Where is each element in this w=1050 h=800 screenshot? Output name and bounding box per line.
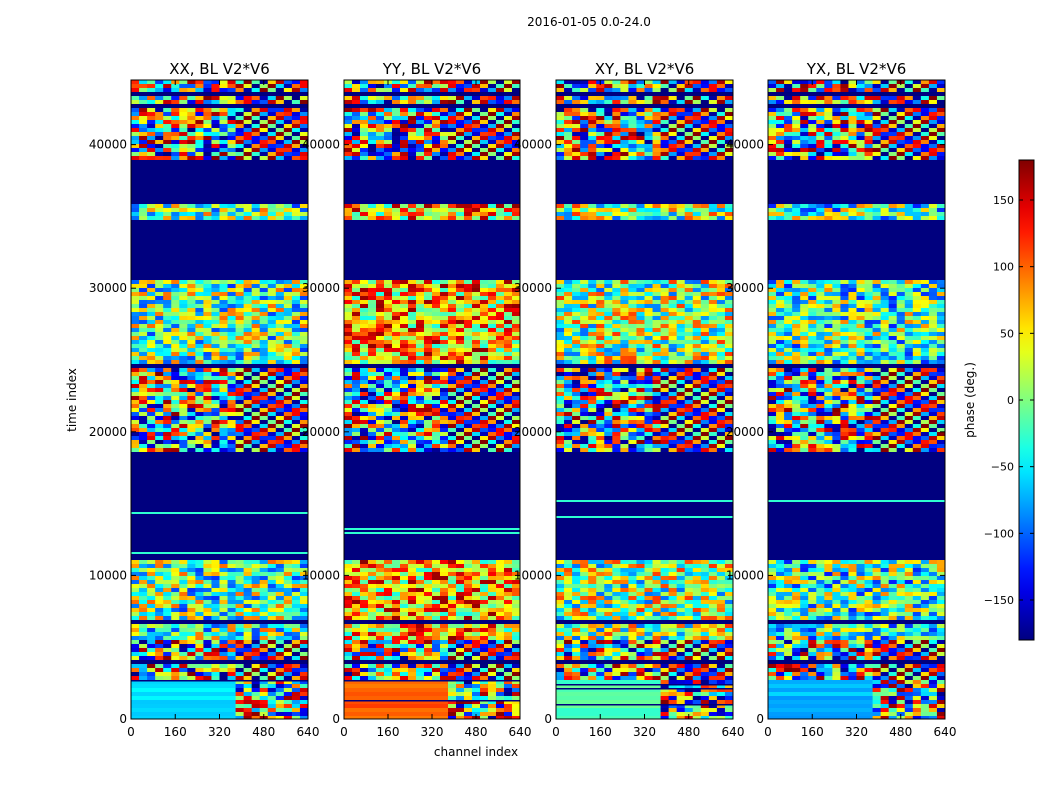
chart-suptitle: 2016-01-05 0.0-24.0	[527, 15, 651, 29]
y-tick-label: 0	[756, 712, 764, 726]
y-tick-label: 0	[332, 712, 340, 726]
x-tick-label: 480	[677, 725, 700, 739]
y-tick-label: 0	[544, 712, 552, 726]
x-tick-label: 480	[252, 725, 275, 739]
x-tick-label: 320	[633, 725, 656, 739]
y-tick-label: 10000	[302, 568, 340, 582]
panel-title-yx: YX, BL V2*V6	[806, 60, 907, 78]
colorbar-tick-label: −50	[991, 461, 1014, 474]
y-tick-label: 30000	[89, 281, 127, 295]
colorbar-tick-label: −100	[984, 527, 1014, 540]
y-tick-label: 40000	[89, 138, 127, 152]
y-tick-label: 20000	[514, 425, 552, 439]
phase-image-xy	[556, 80, 733, 719]
y-tick-label: 20000	[726, 425, 764, 439]
y-tick-label: 30000	[514, 281, 552, 295]
y-tick-label: 10000	[726, 568, 764, 582]
y-tick-label: 30000	[302, 281, 340, 295]
y-tick-label: 30000	[726, 281, 764, 295]
y-tick-label: 10000	[89, 568, 127, 582]
phase-image-yy	[344, 80, 520, 719]
phase-image-yx	[768, 80, 945, 719]
y-tick-label: 40000	[514, 138, 552, 152]
x-tick-label: 160	[801, 725, 824, 739]
x-tick-label: 320	[208, 725, 231, 739]
y-axis-label: time index	[65, 368, 79, 432]
x-axis-label: channel index	[434, 745, 518, 759]
x-tick-label: 0	[340, 725, 348, 739]
x-tick-label: 0	[764, 725, 772, 739]
colorbar: −150 −100 −50 0 50 100 150	[984, 159, 1035, 641]
panel-title-xx: XX, BL V2*V6	[169, 60, 270, 78]
phase-image-xx	[131, 80, 308, 719]
colorbar-tick-label: 150	[993, 194, 1014, 207]
x-tick-label: 160	[377, 725, 400, 739]
x-tick-label: 320	[421, 725, 444, 739]
x-tick-label: 320	[845, 725, 868, 739]
x-tick-label: 160	[164, 725, 187, 739]
y-tick-label: 40000	[302, 138, 340, 152]
x-tick-label: 480	[889, 725, 912, 739]
y-tick-label: 20000	[89, 425, 127, 439]
y-tick-label: 20000	[302, 425, 340, 439]
x-tick-label: 640	[722, 725, 745, 739]
panel-yx: YX, BL V2*V6 0 160 320 480 640 0 10000 20000 3000…	[726, 60, 957, 739]
panels-group: XX, BL V2*V6 0 160 320 480 640 0 10000 20000 3000…	[89, 60, 957, 739]
x-tick-label: 0	[127, 725, 135, 739]
x-tick-label: 640	[934, 725, 957, 739]
colorbar-tick-label: 100	[993, 261, 1014, 274]
panel-xx: XX, BL V2*V6 0 160 320 480 640 0 10000 20000 3000…	[89, 60, 320, 739]
panel-title-yy: YY, BL V2*V6	[382, 60, 481, 78]
x-tick-label: 160	[589, 725, 612, 739]
x-tick-label: 0	[552, 725, 560, 739]
x-tick-label: 480	[465, 725, 488, 739]
y-tick-label: 10000	[514, 568, 552, 582]
y-tick-label: 0	[119, 712, 127, 726]
panel-title-xy: XY, BL V2*V6	[595, 60, 695, 78]
colorbar-tick-label: 0	[1007, 394, 1014, 407]
colorbar-label: phase (deg.)	[963, 362, 977, 438]
panel-yy: YY, BL V2*V6 0 160 320 480 640 0 10000 20000 3000…	[302, 60, 532, 739]
x-tick-label: 640	[297, 725, 320, 739]
y-tick-label: 40000	[726, 138, 764, 152]
colorbar-tick-label: −150	[984, 594, 1014, 607]
colorbar-tick-label: 50	[1000, 327, 1014, 340]
panel-xy: XY, BL V2*V6 0 160 320 480 640 0 10000 20000 3000…	[514, 60, 745, 739]
x-tick-label: 640	[509, 725, 532, 739]
